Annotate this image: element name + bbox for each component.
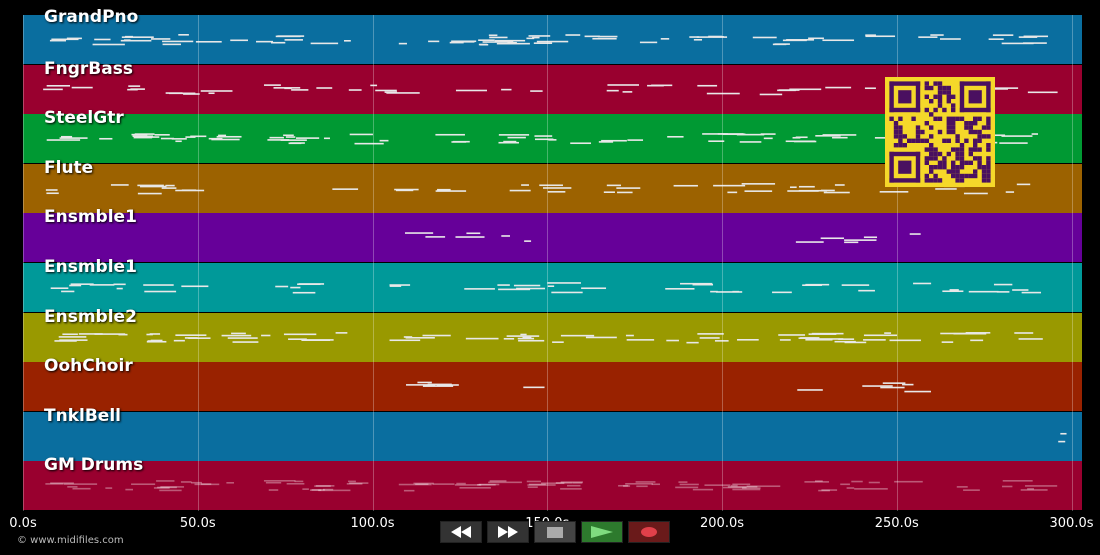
grid-line bbox=[1071, 15, 1073, 511]
track-name: FngrBass bbox=[44, 58, 133, 79]
track-lane[interactable]: OohChoir bbox=[23, 356, 1082, 412]
record-button[interactable] bbox=[628, 521, 670, 543]
qr-code[interactable] bbox=[885, 77, 995, 187]
tick-label: 300.0s bbox=[1049, 516, 1094, 531]
track-lane[interactable]: TnklBell bbox=[23, 406, 1082, 461]
note-strokes bbox=[45, 480, 1058, 492]
grid-line bbox=[547, 15, 549, 511]
note-strokes bbox=[406, 381, 931, 393]
grid-line bbox=[23, 15, 24, 511]
grid-line bbox=[896, 15, 898, 511]
stop-icon bbox=[547, 526, 563, 538]
track-lane[interactable]: Ensmble1 bbox=[23, 207, 1082, 263]
track-name: Flute bbox=[44, 157, 94, 178]
rewind-button[interactable] bbox=[440, 521, 482, 543]
track-name: OohChoir bbox=[44, 356, 133, 377]
note-strokes bbox=[54, 331, 1043, 344]
tick-label: 0.0s bbox=[9, 516, 37, 531]
copyright-text: © www.midifiles.com bbox=[17, 535, 124, 546]
tick-label: 100.0s bbox=[350, 516, 395, 531]
note-strokes bbox=[45, 182, 1031, 195]
transport-controls bbox=[440, 521, 670, 543]
track-lane[interactable]: GrandPno bbox=[23, 7, 1082, 64]
grid-line bbox=[197, 15, 199, 511]
track-name: GrandPno bbox=[44, 7, 139, 27]
grid-line bbox=[372, 15, 374, 511]
grid-line bbox=[722, 15, 723, 511]
note-strokes bbox=[50, 282, 1042, 294]
rewind-icon bbox=[451, 526, 471, 538]
tick-label: 50.0s bbox=[179, 516, 216, 531]
fast-forward-button[interactable] bbox=[487, 521, 529, 543]
note-strokes bbox=[49, 34, 1049, 46]
track-name: GM Drums bbox=[44, 455, 144, 476]
note-strokes bbox=[1058, 432, 1067, 443]
play-icon bbox=[591, 526, 613, 538]
track-lane[interactable]: Ensmble2 bbox=[23, 307, 1082, 362]
track-name: Ensmble1 bbox=[44, 207, 137, 228]
track-name: Ensmble1 bbox=[44, 257, 137, 277]
play-button[interactable] bbox=[581, 521, 623, 543]
track-name: TnklBell bbox=[44, 405, 121, 426]
track-name: SteelGtr bbox=[44, 108, 124, 129]
fast-forward-icon bbox=[498, 526, 518, 538]
tick-label: 250.0s bbox=[874, 516, 919, 531]
qr-code-icon bbox=[889, 81, 991, 183]
note-strokes bbox=[404, 232, 921, 244]
stop-button[interactable] bbox=[534, 521, 576, 543]
track-name: Ensmble2 bbox=[44, 306, 137, 327]
track-lane[interactable]: Ensmble1 bbox=[23, 257, 1082, 312]
record-icon bbox=[641, 527, 657, 537]
track-lane[interactable]: GM Drums bbox=[23, 455, 1082, 511]
tick-label: 200.0s bbox=[700, 516, 744, 531]
